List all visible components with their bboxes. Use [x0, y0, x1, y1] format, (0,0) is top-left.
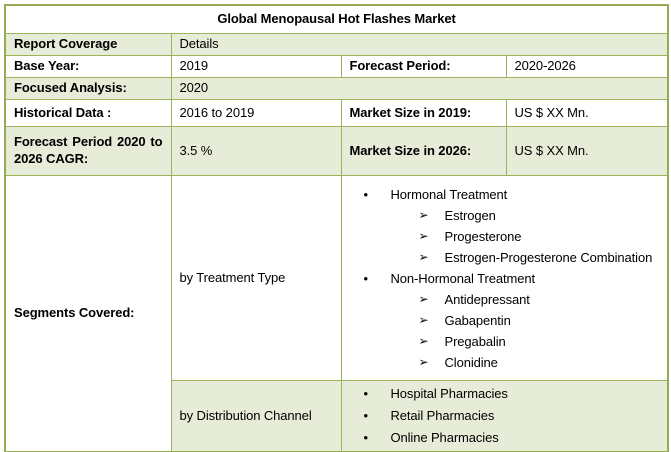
arrow-bullet-icon: ➢ — [418, 249, 429, 264]
treatment-type-list: • Hormonal Treatment ➢ Estrogen ➢ Proges… — [350, 184, 660, 373]
list-item: ➢ Estrogen-Progesterone Combination — [350, 247, 660, 268]
segments-treatment-row: Segments Covered: by Treatment Type • Ho… — [4, 175, 669, 452]
list-item: ➢ Gabapentin — [350, 310, 660, 331]
historical-data-value: 2016 to 2019 — [170, 99, 342, 127]
distribution-channel-list: • Hospital Pharmacies • Retail Pharmacie… — [350, 383, 660, 449]
arrow-bullet-icon: ➢ — [418, 291, 429, 306]
list-item-label: Gabapentin — [444, 312, 511, 328]
market-size-2019-label: Market Size in 2019: — [340, 99, 507, 127]
list-item-label: Progesterone — [444, 228, 522, 244]
focused-analysis-label: Focused Analysis: — [4, 77, 172, 100]
list-item: ➢ Clonidine — [350, 352, 660, 373]
forecast-period-label: Forecast Period: — [340, 55, 507, 78]
list-item: • Hormonal Treatment — [350, 184, 660, 205]
list-item-label: Non-Hormonal Treatment — [390, 270, 536, 286]
list-item: ➢ Antidepressant — [350, 289, 660, 310]
arrow-bullet-icon: ➢ — [418, 354, 429, 369]
market-size-2026-label: Market Size in 2026: — [340, 126, 507, 176]
arrow-bullet-icon: ➢ — [418, 228, 429, 243]
historical-data-label: Historical Data : — [4, 99, 172, 127]
arrow-bullet-icon: ➢ — [418, 333, 429, 348]
market-report-table: Global Menopausal Hot Flashes Market Rep… — [4, 4, 670, 452]
arrow-bullet-icon: ➢ — [418, 312, 429, 327]
base-year-value: 2019 — [170, 55, 342, 78]
base-year-row: Base Year: 2019 Forecast Period: 2020-20… — [4, 55, 669, 78]
list-item: • Non-Hormonal Treatment — [350, 268, 660, 289]
bullet-icon: • — [363, 186, 369, 202]
forecast-period-value: 2020-2026 — [505, 55, 669, 78]
historical-data-row: Historical Data : 2016 to 2019 Market Si… — [4, 99, 669, 127]
report-coverage-row: Report Coverage Details — [4, 33, 669, 56]
bullet-icon: • — [363, 408, 369, 423]
market-size-2019-value: US $ XX Mn. — [505, 99, 669, 127]
list-item-label: Clonidine — [444, 354, 498, 370]
market-size-2026-value: US $ XX Mn. — [505, 126, 669, 176]
forecast-cagr-row: Forecast Period 2020 to 2026 CAGR: 3.5 %… — [4, 126, 669, 176]
forecast-cagr-value: 3.5 % — [170, 126, 342, 176]
list-item: ➢ Estrogen — [350, 205, 660, 226]
bullet-icon: • — [363, 386, 369, 401]
list-item: ➢ Progesterone — [350, 226, 660, 247]
list-item-label: Estrogen — [444, 207, 496, 223]
distribution-channel-list-cell: • Hospital Pharmacies • Retail Pharmacie… — [340, 380, 669, 452]
list-item: • Hospital Pharmacies — [350, 383, 660, 405]
list-item-label: Estrogen-Progesterone Combination — [444, 249, 653, 265]
segments-covered-label: Segments Covered: — [4, 175, 172, 452]
list-item-label: Retail Pharmacies — [390, 408, 495, 423]
arrow-bullet-icon: ➢ — [418, 207, 429, 222]
list-item: • Retail Pharmacies — [350, 405, 660, 427]
list-item-label: Hormonal Treatment — [390, 186, 508, 202]
report-coverage-label: Report Coverage — [4, 33, 172, 56]
bullet-icon: • — [363, 430, 369, 445]
by-treatment-type-label: by Treatment Type — [170, 175, 342, 381]
list-item-label: Online Pharmacies — [390, 430, 499, 445]
focused-analysis-row: Focused Analysis: 2020 — [4, 77, 669, 100]
base-year-label: Base Year: — [4, 55, 172, 78]
report-coverage-value: Details — [170, 33, 669, 56]
table-title: Global Menopausal Hot Flashes Market — [4, 4, 669, 34]
list-item-label: Pregabalin — [444, 333, 506, 349]
list-item-label: Antidepressant — [444, 291, 530, 307]
forecast-cagr-label: Forecast Period 2020 to 2026 CAGR: — [4, 126, 172, 176]
treatment-type-list-cell: • Hormonal Treatment ➢ Estrogen ➢ Proges… — [340, 175, 669, 381]
segments-distribution-row: by Distribution Channel • Hospital Pharm… — [5, 380, 669, 452]
focused-analysis-value: 2020 — [170, 77, 669, 100]
bullet-icon: • — [363, 270, 369, 286]
list-item-label: Hospital Pharmacies — [390, 386, 508, 401]
list-item: ➢ Pregabalin — [350, 331, 660, 352]
title-row: Global Menopausal Hot Flashes Market — [4, 4, 669, 34]
list-item: • Online Pharmacies — [350, 427, 660, 449]
by-distribution-channel-label: by Distribution Channel — [170, 380, 342, 452]
